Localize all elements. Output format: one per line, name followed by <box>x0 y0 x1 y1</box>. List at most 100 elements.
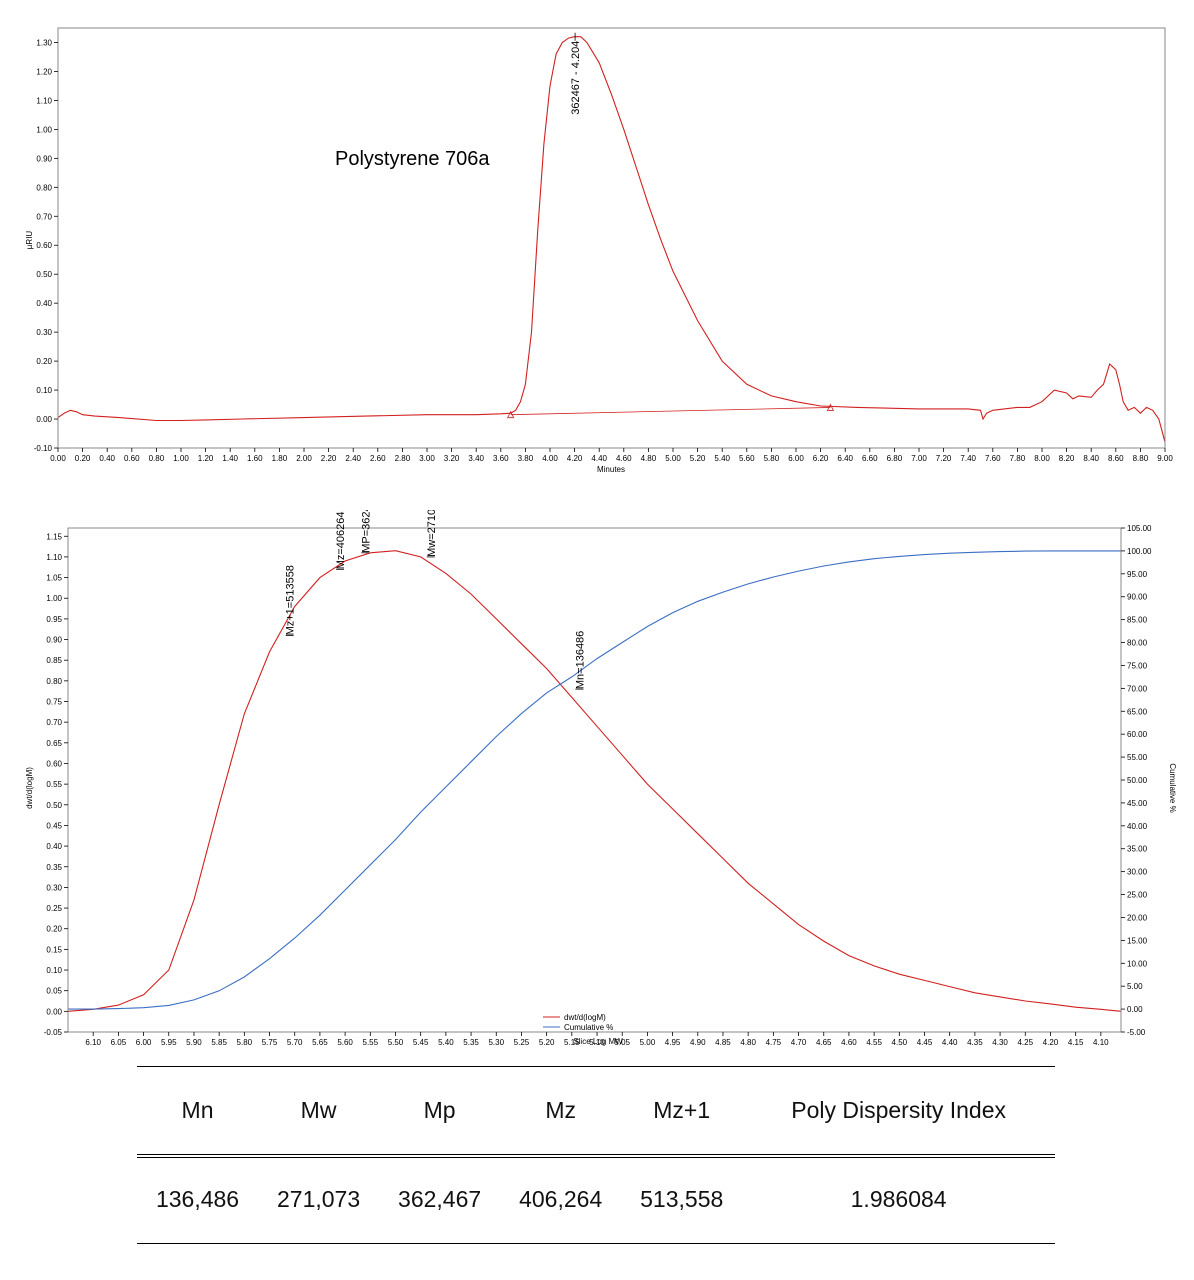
x-tick-label: 8.80 <box>1133 454 1149 463</box>
x-tick-label: 4.10 <box>1093 1038 1109 1047</box>
y2-tick-label: 95.00 <box>1127 570 1148 579</box>
header-mz: Mz <box>545 1097 576 1123</box>
x-tick-label: 5.20 <box>690 454 706 463</box>
x-tick-label: 0.00 <box>50 454 66 463</box>
table-bottom-rule <box>137 1243 1055 1244</box>
x-tick-label: 1.00 <box>173 454 189 463</box>
y2-tick-label: 100.00 <box>1127 547 1152 556</box>
peak-label: 362467 - 4.204 <box>570 41 582 115</box>
x-tick-label: 5.95 <box>161 1038 177 1047</box>
mw-summary-table: Mn Mw Mp Mz Mz+1 Poly Dispersity Index 1… <box>137 1067 1055 1243</box>
x-tick-label: 5.80 <box>237 1038 253 1047</box>
x-tick-label: 0.40 <box>99 454 115 463</box>
x-tick-label: 6.20 <box>813 454 829 463</box>
y2-tick-label: 90.00 <box>1127 593 1148 602</box>
y2-tick-label: 10.00 <box>1127 959 1148 968</box>
mw-distribution-markers: Mz+1=513558 Mz=406264 MP=362467 Mw=271073 Mn… <box>285 510 586 690</box>
x-tick-label: 2.40 <box>345 454 361 463</box>
header-pdi: Poly Dispersity Index <box>791 1097 1006 1123</box>
x-tick-label: 6.00 <box>788 454 804 463</box>
y2-tick-label: 60.00 <box>1127 730 1148 739</box>
y2-tick-label: 65.00 <box>1127 707 1148 716</box>
y-tick-label: 0.25 <box>46 904 62 913</box>
x-tick-label: 5.00 <box>640 1038 656 1047</box>
y-tick-label: 1.00 <box>46 594 62 603</box>
y-tick-label: 0.15 <box>46 945 62 954</box>
x-tick-label: 3.20 <box>444 454 460 463</box>
y2-tick-label: 80.00 <box>1127 639 1148 648</box>
x-tick-label: 1.20 <box>198 454 214 463</box>
x-tick-label: 4.20 <box>567 454 583 463</box>
x-tick-label: 4.60 <box>616 454 632 463</box>
x-tick-label: 4.50 <box>892 1038 908 1047</box>
x-tick-label: 4.65 <box>816 1038 832 1047</box>
marker-label: Mz=406264 <box>335 512 347 570</box>
header-mp: Mp <box>423 1097 456 1123</box>
x-tick-label: 6.40 <box>837 454 853 463</box>
value-mz1: 513,558 <box>640 1186 724 1212</box>
y-tick-label: 0.00 <box>36 415 52 424</box>
x-tick-label: 4.25 <box>1017 1038 1033 1047</box>
x-tick-label: 5.10 <box>589 1038 605 1047</box>
x-tick-label: 5.50 <box>388 1038 404 1047</box>
y-tick-label: 0.60 <box>36 241 52 250</box>
value-mp: 362,467 <box>398 1186 482 1212</box>
y-tick-label: 0.70 <box>46 718 62 727</box>
x-tick-label: 4.15 <box>1068 1038 1084 1047</box>
y-tick-label: 1.20 <box>36 67 52 76</box>
x-tick-label: 7.80 <box>1010 454 1026 463</box>
y-tick-label: 0.30 <box>36 328 52 337</box>
y-tick-label: 0.80 <box>46 677 62 686</box>
y-tick-label: 0.55 <box>46 780 62 789</box>
x-tick-label: 8.00 <box>1034 454 1050 463</box>
x-tick-label: 8.40 <box>1083 454 1099 463</box>
x-tick-label: 4.95 <box>665 1038 681 1047</box>
y-tick-label: 0.45 <box>46 821 62 830</box>
x-tick-label: 4.55 <box>866 1038 882 1047</box>
y2-tick-label: 40.00 <box>1127 822 1148 831</box>
mw-distribution-axes: 6.10 6.05 6.00 5.95 5.90 5.85 5.80 5.75 5.70 5.65… <box>44 524 1152 1047</box>
mw-distribution-chart: 6.10 6.05 6.00 5.95 5.90 5.85 5.80 5.75 5.70 5.65… <box>25 510 1177 1047</box>
x-tick-label: 5.05 <box>614 1038 630 1047</box>
x-tick-label: 0.80 <box>149 454 165 463</box>
y-tick-label: 0.10 <box>46 966 62 975</box>
y2-tick-label: 25.00 <box>1127 891 1148 900</box>
x-tick-label: 0.60 <box>124 454 140 463</box>
y-axis-label: dwt/d(logM) <box>25 767 34 809</box>
x-tick-label: 4.90 <box>690 1038 706 1047</box>
x-tick-label: 5.60 <box>337 1038 353 1047</box>
y-tick-label: -0.10 <box>34 444 53 453</box>
y-tick-label: 0.70 <box>36 212 52 221</box>
marker-label: Mz+1=513558 <box>285 565 297 635</box>
x-tick-label: 5.20 <box>539 1038 555 1047</box>
header-mw: Mw <box>300 1097 337 1123</box>
x-tick-label: 3.00 <box>419 454 435 463</box>
x-tick-label: 5.55 <box>363 1038 379 1047</box>
x-tick-label: 4.80 <box>641 454 657 463</box>
x-tick-label: 7.20 <box>936 454 952 463</box>
value-mn: 136,486 <box>155 1186 240 1212</box>
x-tick-label: 5.15 <box>564 1038 580 1047</box>
x-tick-label: 4.40 <box>591 454 607 463</box>
x-tick-label: 3.40 <box>468 454 484 463</box>
y2-tick-label: 105.00 <box>1127 524 1152 533</box>
x-tick-label: 5.80 <box>764 454 780 463</box>
y2-tick-label: 30.00 <box>1127 868 1148 877</box>
x-tick-label: 4.20 <box>1043 1038 1059 1047</box>
legend-entry-cumulative: Cumulative % <box>564 1023 613 1032</box>
x-tick-label: 1.80 <box>272 454 288 463</box>
x-tick-label: 5.45 <box>413 1038 429 1047</box>
table-top-rule <box>137 1066 1055 1067</box>
y-tick-label: 1.10 <box>36 96 52 105</box>
x-tick-label: 2.80 <box>395 454 411 463</box>
y-tick-label: 1.10 <box>46 553 62 562</box>
x-tick-label: 5.90 <box>186 1038 202 1047</box>
y-tick-label: 0.40 <box>36 299 52 308</box>
x-tick-label: 5.30 <box>488 1038 504 1047</box>
baseline-marker <box>826 403 835 411</box>
y-tick-label: 0.80 <box>36 183 52 192</box>
sample-name-annotation: Polystyrene 706a <box>335 148 490 170</box>
x-tick-label: 7.00 <box>911 454 927 463</box>
y2-tick-label: -5.00 <box>1127 1028 1146 1037</box>
y2-tick-label: 0.00 <box>1127 1005 1143 1014</box>
